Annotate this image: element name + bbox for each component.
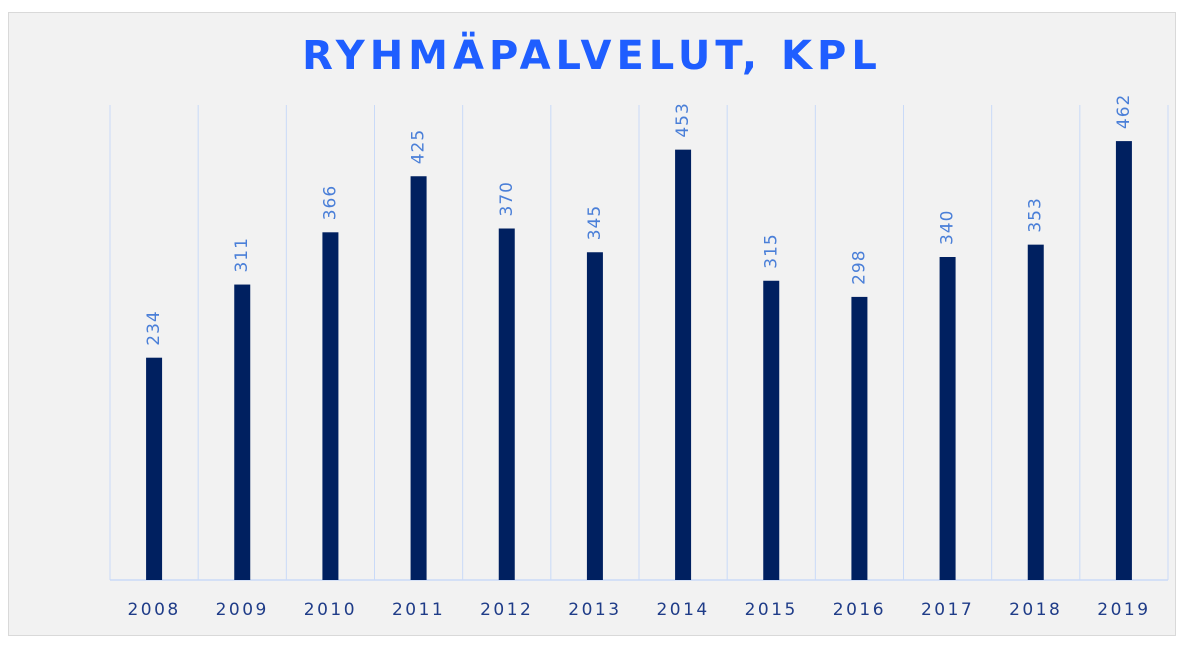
x-tick-label: 2008 (127, 600, 180, 620)
x-tick-label: 2013 (568, 600, 621, 620)
value-label: 425 (409, 129, 429, 164)
bar (234, 284, 251, 580)
x-tick-label: 2012 (480, 600, 533, 620)
value-label: 353 (1026, 197, 1046, 232)
bar (146, 357, 163, 580)
value-label: 453 (673, 102, 693, 137)
bar (586, 252, 603, 580)
x-tick-label: 2014 (656, 600, 709, 620)
bar (851, 296, 868, 580)
bar (939, 257, 956, 580)
x-tick-label: 2017 (921, 600, 974, 620)
value-label: 345 (585, 205, 605, 240)
bar (675, 149, 692, 580)
bar (410, 176, 427, 580)
x-tick-label: 2016 (833, 600, 886, 620)
value-label: 370 (497, 181, 517, 216)
x-tick-label: 2015 (745, 600, 798, 620)
value-label: 340 (938, 210, 958, 245)
x-tick-label: 2019 (1097, 600, 1150, 620)
x-tick-label: 2018 (1009, 600, 1062, 620)
value-label: 298 (849, 249, 869, 284)
value-label: 315 (761, 233, 781, 268)
value-label: 311 (232, 237, 252, 272)
bar (322, 232, 339, 581)
x-tick-label: 2010 (304, 600, 357, 620)
x-tick-label: 2011 (392, 600, 445, 620)
value-label: 366 (320, 185, 340, 220)
bar (1027, 244, 1044, 580)
bar (1115, 141, 1132, 580)
value-label: 462 (1114, 94, 1134, 129)
x-tick-label: 2009 (216, 600, 269, 620)
chart-title: RYHMÄPALVELUT, KPL (302, 31, 882, 79)
value-label: 234 (144, 310, 164, 345)
bar (763, 280, 780, 580)
bar (498, 228, 515, 580)
